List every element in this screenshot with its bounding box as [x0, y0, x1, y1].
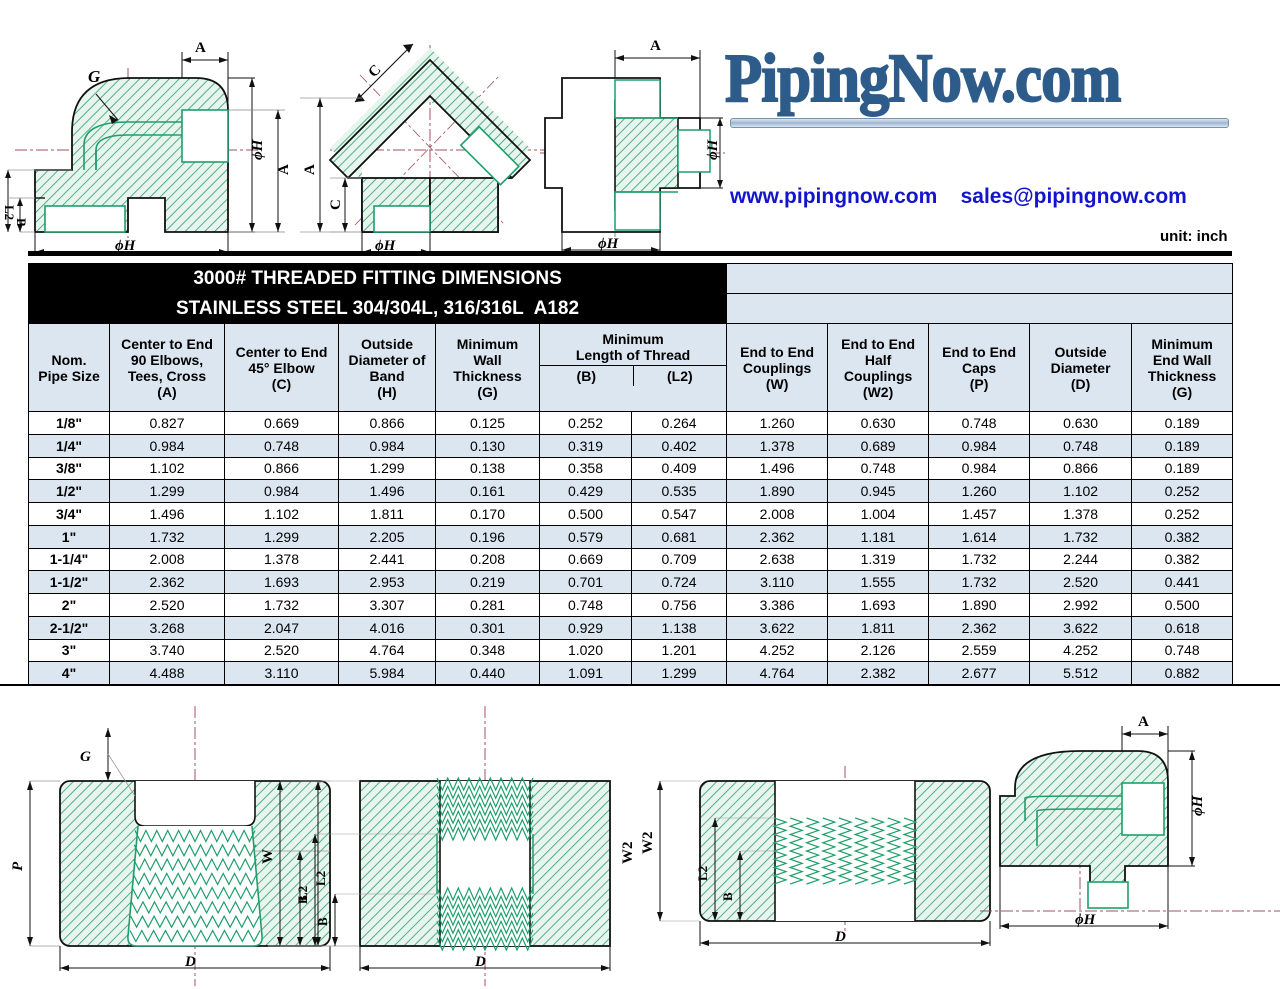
svg-text:A: A [195, 40, 206, 56]
svg-text:A: A [276, 164, 292, 175]
svg-text:W2: W2 [640, 832, 656, 855]
svg-text:A: A [650, 38, 661, 54]
svg-text:G: G [88, 67, 101, 86]
svg-text:P: P [10, 861, 26, 871]
svg-text:ϕH: ϕH [250, 138, 266, 160]
svg-text:D: D [474, 954, 486, 970]
svg-text:B: B [315, 917, 330, 926]
svg-text:ϕH: ϕH [1075, 912, 1097, 928]
svg-text:D: D [184, 954, 196, 970]
svg-text:W2: W2 [620, 842, 636, 865]
svg-text:W: W [260, 849, 276, 864]
svg-text:L2: L2 [295, 886, 310, 901]
svg-text:B: B [720, 892, 735, 901]
svg-text:C: C [328, 199, 344, 210]
svg-text:L2: L2 [2, 205, 17, 220]
svg-text:L2: L2 [695, 866, 710, 881]
svg-text:A: A [302, 164, 318, 175]
svg-text:G: G [80, 749, 91, 765]
svg-text:ϕH: ϕH [1190, 794, 1206, 816]
svg-text:ϕH: ϕH [705, 138, 721, 160]
svg-text:C: C [366, 62, 385, 81]
svg-text:ϕH: ϕH [598, 236, 620, 252]
svg-text:D: D [834, 929, 846, 945]
svg-text:A: A [1138, 714, 1149, 730]
